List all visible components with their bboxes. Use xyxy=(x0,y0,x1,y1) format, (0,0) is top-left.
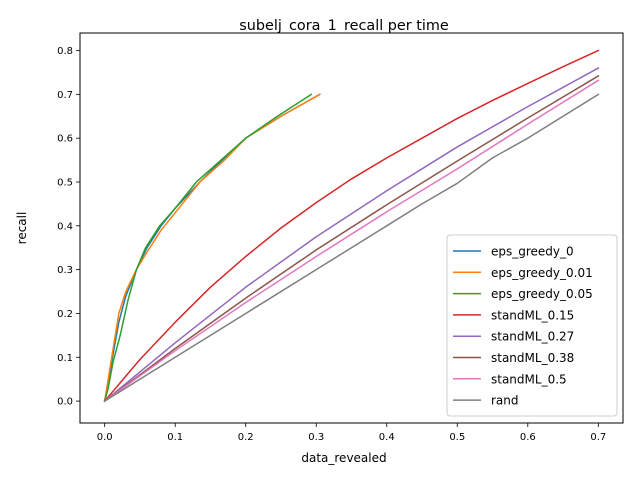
x-tick-label: 0.4 xyxy=(379,432,395,443)
x-tick-label: 0.5 xyxy=(449,432,465,443)
y-tick-label: 0.8 xyxy=(57,46,73,57)
y-tick-label: 0.4 xyxy=(57,221,73,232)
y-tick-label: 0.5 xyxy=(57,177,73,188)
legend-label-rand: rand xyxy=(491,394,519,408)
y-tick-label: 0.2 xyxy=(57,309,73,320)
y-tick-label: 0.1 xyxy=(57,353,73,364)
series-line-rand xyxy=(103,93,600,403)
chart-title: subelj_cora_1_recall per time xyxy=(239,18,449,34)
series-line-standML_0.38 xyxy=(103,74,600,403)
legend-label-eps_greedy_0.05: eps_greedy_0.05 xyxy=(491,287,593,301)
legend-label-standML_0.27: standML_0.27 xyxy=(491,330,574,344)
x-tick-label: 0.7 xyxy=(590,432,606,443)
legend-label-eps_greedy_0: eps_greedy_0 xyxy=(491,245,574,259)
series-line-standML_0.5 xyxy=(103,79,600,403)
y-tick-label: 0.0 xyxy=(57,397,73,408)
y-axis-label: recall xyxy=(15,212,29,245)
plot-lines xyxy=(103,49,600,403)
y-tick-label: 0.6 xyxy=(57,134,73,145)
series-line-standML_0.27 xyxy=(103,67,600,403)
y-tick-label: 0.7 xyxy=(57,90,73,101)
x-axis-label: data_revealed xyxy=(301,451,386,465)
legend-label-standML_0.15: standML_0.15 xyxy=(491,308,574,322)
y-axis-ticks: 0.0 0.1 0.2 0.3 0.4 0.5 0.6 0.7 0.8 xyxy=(57,46,80,408)
plot-frame xyxy=(79,32,624,424)
legend-box xyxy=(446,234,618,417)
legend-label-standML_0.5: standML_0.5 xyxy=(491,372,567,386)
legend-label-standML_0.38: standML_0.38 xyxy=(491,351,574,365)
x-tick-label: 0.3 xyxy=(308,432,324,443)
series-line-eps_greedy_0.05 xyxy=(103,93,313,403)
x-axis-ticks: 0.0 0.1 0.2 0.3 0.4 0.5 0.6 0.7 xyxy=(97,423,606,443)
x-tick-label: 0.2 xyxy=(238,432,254,443)
legend-label-eps_greedy_0.01: eps_greedy_0.01 xyxy=(491,266,593,280)
y-tick-label: 0.3 xyxy=(57,265,73,276)
legend: eps_greedy_0 eps_greedy_0.01 eps_greedy_0.… xyxy=(446,234,618,417)
series-line-standML_0.15 xyxy=(103,49,600,403)
x-tick-label: 0.6 xyxy=(520,432,536,443)
x-tick-label: 0.0 xyxy=(97,432,113,443)
x-tick-label: 0.1 xyxy=(167,432,183,443)
